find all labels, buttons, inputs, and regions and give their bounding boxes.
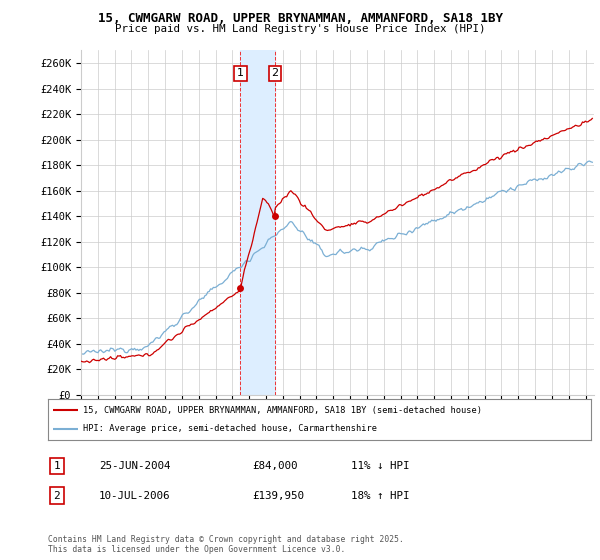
- Text: 15, CWMGARW ROAD, UPPER BRYNAMMAN, AMMANFORD, SA18 1BY (semi-detached house): 15, CWMGARW ROAD, UPPER BRYNAMMAN, AMMAN…: [83, 405, 482, 414]
- Text: 11% ↓ HPI: 11% ↓ HPI: [351, 461, 409, 471]
- Text: HPI: Average price, semi-detached house, Carmarthenshire: HPI: Average price, semi-detached house,…: [83, 424, 377, 433]
- Text: 1: 1: [53, 461, 61, 471]
- Text: 10-JUL-2006: 10-JUL-2006: [99, 491, 170, 501]
- Bar: [241, 50, 275, 395]
- Text: £139,950: £139,950: [252, 491, 304, 501]
- Text: 1: 1: [237, 68, 244, 78]
- Text: £84,000: £84,000: [252, 461, 298, 471]
- Text: 2: 2: [53, 491, 61, 501]
- Text: Price paid vs. HM Land Registry's House Price Index (HPI): Price paid vs. HM Land Registry's House …: [115, 24, 485, 34]
- Text: Contains HM Land Registry data © Crown copyright and database right 2025.
This d: Contains HM Land Registry data © Crown c…: [48, 535, 404, 554]
- Text: 25-JUN-2004: 25-JUN-2004: [99, 461, 170, 471]
- Text: 2: 2: [271, 68, 278, 78]
- Text: 15, CWMGARW ROAD, UPPER BRYNAMMAN, AMMANFORD, SA18 1BY: 15, CWMGARW ROAD, UPPER BRYNAMMAN, AMMAN…: [97, 12, 503, 25]
- Text: 18% ↑ HPI: 18% ↑ HPI: [351, 491, 409, 501]
